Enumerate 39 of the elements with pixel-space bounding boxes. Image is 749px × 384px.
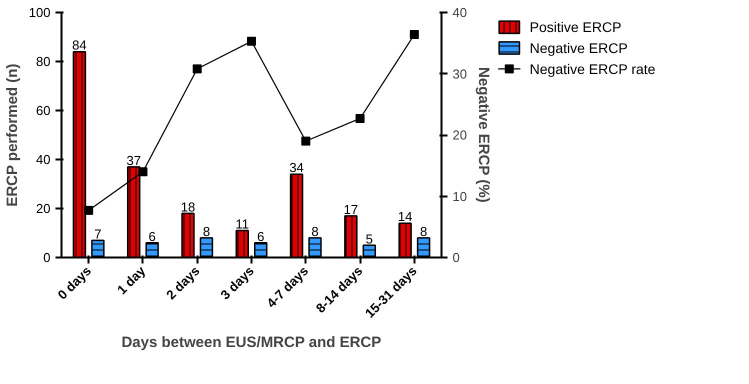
y-tick-label: 100 <box>28 5 51 20</box>
point <box>84 206 94 215</box>
data-label: 84 <box>72 38 87 53</box>
point <box>138 167 148 176</box>
point <box>192 64 202 74</box>
y2-tick-label: 0 <box>452 250 460 265</box>
data-label: 11 <box>236 216 250 232</box>
x-tick-label: 1 day <box>114 262 149 298</box>
y-tick-label: 60 <box>36 103 51 118</box>
y2-axis-title: Negative ERCP (%) <box>474 67 492 203</box>
data-label: 37 <box>126 152 141 168</box>
data-label: 6 <box>257 228 264 244</box>
data-label: 8 <box>311 224 319 239</box>
point <box>301 136 310 146</box>
data-label: 8 <box>420 224 428 239</box>
y-tick-label: 0 <box>43 250 51 265</box>
legend-label: Negative ERCP rate <box>530 60 656 77</box>
data-label: 34 <box>289 160 304 176</box>
data-label: 7 <box>94 226 102 242</box>
data-label: 14 <box>398 209 412 224</box>
y-tick-label: 20 <box>36 201 51 216</box>
data-label: 6 <box>148 228 156 244</box>
point <box>410 30 419 40</box>
y-tick-label: 80 <box>36 54 51 69</box>
point <box>247 36 256 46</box>
legend-label: Positive ERCP <box>530 19 622 36</box>
y2-tick-label: 20 <box>452 128 467 142</box>
y-tick-label: 40 <box>36 152 51 167</box>
data-label: 17 <box>344 202 358 217</box>
legend-label: Negative ERCP <box>530 40 628 56</box>
y-axis-title: ERCP performed (n) <box>4 64 21 207</box>
y2-tick-label: 30 <box>452 66 467 82</box>
point <box>356 114 365 123</box>
data-label: 5 <box>366 231 373 246</box>
data-label: 8 <box>202 224 210 239</box>
data-label: 18 <box>180 199 196 214</box>
x-axis-title: Days between EUS/MRCP and ERCP <box>121 334 382 352</box>
y2-tick-label: 40 <box>452 5 467 20</box>
y2-tick-label: 10 <box>452 188 467 204</box>
